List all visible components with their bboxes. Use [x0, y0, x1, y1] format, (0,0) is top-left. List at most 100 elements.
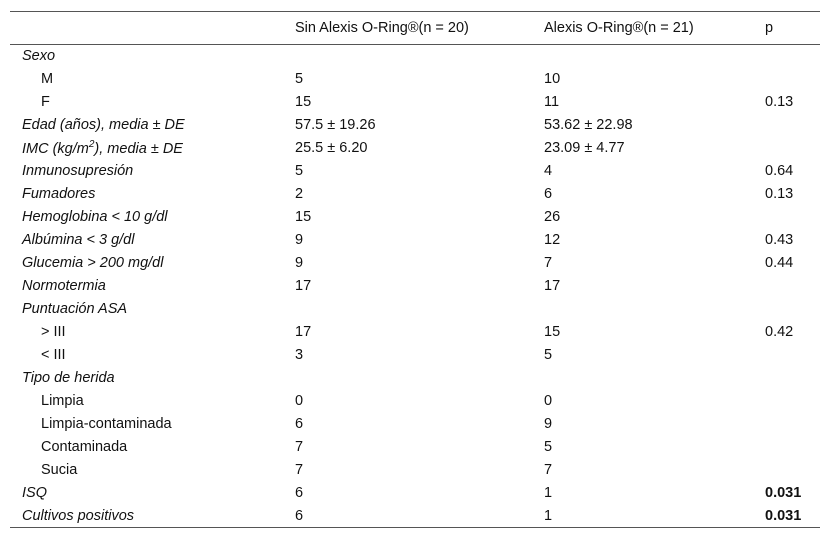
table-row: ISQ 6 1 0.031 [10, 482, 820, 505]
table-cell: 26 [544, 209, 561, 225]
table-cell: 0.42 [765, 324, 794, 340]
table-cell: 0 [544, 393, 553, 409]
table-cell: M [41, 71, 54, 87]
table-cell: 15 [544, 324, 561, 340]
table-cell: 9 [295, 232, 304, 248]
table-cell [765, 413, 820, 436]
table-cell: 7 [544, 255, 553, 271]
table-cell: Limpia-contaminada [41, 416, 172, 432]
table-cell [765, 390, 820, 413]
text-part: 2 [88, 139, 95, 151]
table-cell: 0.64 [765, 163, 794, 179]
table-cell: Fumadores [22, 186, 96, 202]
table-cell: Alexis O-Ring®(n = 21) [544, 11, 765, 45]
table-cell: > III [41, 324, 66, 340]
table-cell [765, 137, 820, 160]
table-section: Sexo M 5 10 F 15 11 0.13 Edad (años), media ±… [10, 45, 820, 528]
table-row: Normotermia 17 17 [10, 275, 820, 298]
data-table: Sin Alexis O-Ring®(n = 20) Alexis O-Ring®… [10, 11, 820, 528]
table-cell: 6 [295, 507, 304, 524]
table-cell: Sucia [41, 462, 78, 478]
table-cell: 6 [544, 186, 553, 202]
table-cell: 0.43 [765, 232, 794, 248]
table-cell: 53.62 ± 22.98 [544, 117, 633, 133]
table-cell: 0.13 [765, 94, 794, 110]
table-row: Albúmina < 3 g/dl 9 12 0.43 [10, 229, 820, 252]
table-row: Fumadores 2 6 0.13 [10, 183, 820, 206]
table-cell [765, 68, 820, 91]
table-cell: Edad (años), media ± DE [22, 117, 185, 133]
table-cell: 15 [295, 209, 312, 225]
table-cell: 17 [544, 278, 561, 294]
table-cell: 17 [295, 324, 312, 340]
table-cell: 10 [544, 71, 561, 87]
table-row: Edad (años), media ± DE 57.5 ± 19.26 53.62… [10, 114, 820, 137]
table-cell: < III [41, 347, 66, 363]
table-cell: 5 [544, 347, 553, 363]
table-cell [765, 367, 820, 390]
table-cell: 15 [295, 94, 312, 110]
table-cell: 17 [295, 278, 312, 294]
table-cell: 57.5 ± 19.26 [295, 117, 376, 133]
table-row: < III 3 5 [10, 344, 820, 367]
table-cell [765, 344, 820, 367]
table-cell: Hemoglobina < 10 g/dl [22, 209, 168, 225]
table-cell: 0 [295, 393, 304, 409]
table-row: > III 17 15 0.42 [10, 321, 820, 344]
table-section: Sin Alexis O-Ring®(n = 20) Alexis O-Ring®… [10, 11, 820, 45]
table-cell: IMC (kg/m2), media ± DE [10, 137, 295, 160]
table-cell [295, 367, 544, 390]
table-cell: Limpia [41, 393, 84, 409]
table-cell [765, 206, 820, 229]
table-cell: Tipo de herida [22, 370, 115, 386]
table-cell: Normotermia [22, 278, 106, 294]
table-row: Sucia 7 7 [10, 459, 820, 482]
table-cell: Puntuación ASA [22, 301, 128, 317]
table-cell [765, 436, 820, 459]
table-cell: 11 [544, 94, 560, 110]
table-row: IMC (kg/m2), media ± DE 25.5 ± 6.20 23.09 … [10, 137, 820, 160]
table-cell: 9 [295, 255, 304, 271]
table-cell: Sin Alexis O-Ring®(n = 20) [295, 11, 544, 45]
table-cell [544, 298, 765, 321]
table-cell [544, 45, 765, 68]
table-cell: 7 [295, 439, 304, 455]
table-cell: 5 [295, 163, 304, 179]
table-cell [544, 367, 765, 390]
table-cell: 0.031 [765, 485, 802, 501]
table-cell: 6 [295, 485, 304, 501]
table-cell: Contaminada [41, 439, 128, 455]
table-cell: 6 [295, 416, 304, 432]
table-cell: Sexo [22, 48, 56, 65]
table-cell [295, 298, 544, 321]
table-row: Hemoglobina < 10 g/dl 15 26 [10, 206, 820, 229]
table-cell: 23.09 ± 4.77 [544, 140, 625, 156]
table-cell: Albúmina < 3 g/dl [22, 232, 135, 248]
table-cell [10, 11, 295, 45]
table-cell: Inmunosupresión [22, 163, 134, 179]
table-cell: 12 [544, 232, 561, 248]
table-cell: p [765, 11, 820, 45]
table-row: Contaminada 7 5 [10, 436, 820, 459]
table-cell: 3 [295, 347, 304, 363]
table-row: Sin Alexis O-Ring®(n = 20) Alexis O-Ring®… [10, 11, 820, 45]
table-cell: 0.44 [765, 255, 794, 271]
table-cell: ISQ [22, 485, 47, 501]
table-cell: 1 [544, 507, 553, 524]
table-cell: 9 [544, 416, 553, 432]
table-cell [765, 114, 820, 137]
table-row: Limpia 0 0 [10, 390, 820, 413]
table-cell: 2 [295, 186, 304, 202]
table-row: Glucemia > 200 mg/dl 9 7 0.44 [10, 252, 820, 275]
table-row: Limpia-contaminada 6 9 [10, 413, 820, 436]
table-cell: 0.13 [765, 186, 794, 202]
table-cell: Cultivos positivos [22, 507, 135, 524]
table-cell: Glucemia > 200 mg/dl [22, 255, 164, 271]
table-row: Puntuación ASA [10, 298, 820, 321]
table-row: Inmunosupresión 5 4 0.64 [10, 160, 820, 183]
table-cell [295, 45, 544, 68]
table-cell: 0.031 [765, 507, 802, 524]
table-cell [765, 459, 820, 482]
text-part: IMC (kg/m [22, 140, 89, 157]
